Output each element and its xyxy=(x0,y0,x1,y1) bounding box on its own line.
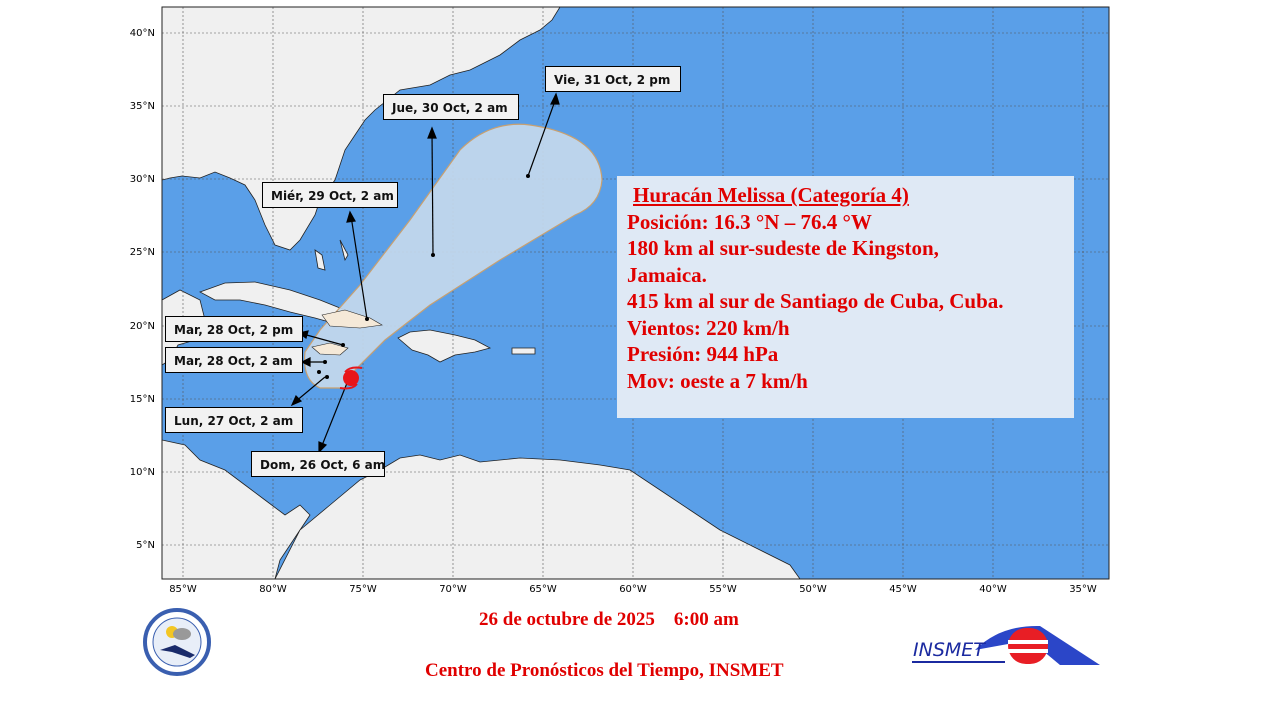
svg-text:60°W: 60°W xyxy=(619,584,647,595)
forecast-label-mar-28-am: Mar, 28 Oct, 2 am xyxy=(165,347,303,373)
forecast-label-dom-26: Dom, 26 Oct, 6 am xyxy=(251,451,385,477)
hurricane-icon xyxy=(339,366,363,390)
svg-text:15°N: 15°N xyxy=(130,394,155,405)
svg-text:35°W: 35°W xyxy=(1069,584,1097,595)
svg-text:INSMET: INSMET xyxy=(913,639,986,661)
forecast-label-jue-30: Jue, 30 Oct, 2 am xyxy=(383,94,519,120)
storm-movement: Mov: oeste a 7 km/h xyxy=(627,368,808,393)
forecast-date: 26 de octubre de 2025 6:00 am xyxy=(479,609,739,630)
storm-distance-santiago: 415 km al sur de Santiago de Cuba, Cuba. xyxy=(627,289,1004,313)
land-hispaniola-highlight xyxy=(321,309,383,329)
storm-info-box: Huracán Melissa (Categoría 4) Posición: … xyxy=(617,176,1074,418)
svg-text:5°N: 5°N xyxy=(136,540,155,551)
svg-text:85°W: 85°W xyxy=(169,584,197,595)
land-bahamas xyxy=(314,239,349,271)
land-south-america xyxy=(274,454,801,579)
track-arrows xyxy=(290,92,560,454)
map-frame xyxy=(161,6,1110,580)
forecast-label-vie-31: Vie, 31 Oct, 2 pm xyxy=(545,66,681,92)
forecast-center: Centro de Pronósticos del Tiempo, INSMET xyxy=(425,660,784,681)
svg-text:55°W: 55°W xyxy=(709,584,737,595)
svg-text:25°N: 25°N xyxy=(130,247,155,258)
forecast-label-mar-28-pm: Mar, 28 Oct, 2 pm xyxy=(165,316,303,342)
land-puerto-rico xyxy=(511,347,536,355)
svg-text:65°W: 65°W xyxy=(529,584,557,595)
svg-text:70°W: 70°W xyxy=(439,584,467,595)
forecast-label-mier-29: Miér, 29 Oct, 2 am xyxy=(262,182,398,208)
land-north-america xyxy=(162,7,561,251)
svg-text:75°W: 75°W xyxy=(349,584,377,595)
storm-distance-kingston: 180 km al sur-sudeste de Kingston, xyxy=(627,236,939,260)
svg-text:40°W: 40°W xyxy=(979,584,1007,595)
svg-text:35°N: 35°N xyxy=(130,101,155,112)
svg-text:50°W: 50°W xyxy=(799,584,827,595)
land-jamaica-highlight xyxy=(311,342,349,356)
latitude-labels: 40°N 35°N 30°N 25°N 20°N 15°N 10°N 5°N xyxy=(130,28,155,551)
land-hispaniola xyxy=(397,329,492,363)
svg-text:10°N: 10°N xyxy=(130,467,155,478)
storm-position: Posición: 16.3 °N – 76.4 °W xyxy=(627,209,872,234)
longitude-labels: 85°W 80°W 75°W 70°W 65°W 60°W 55°W 50°W … xyxy=(169,584,1097,595)
track-points xyxy=(317,174,530,379)
logo-centro-pronosticos xyxy=(143,608,211,676)
logo-insmet: INSMET xyxy=(910,621,1106,667)
forecast-cone xyxy=(303,123,603,389)
storm-title: Huracán Melissa (Categoría 4) xyxy=(633,183,909,207)
storm-winds: Vientos: 220 km/h xyxy=(627,315,790,340)
storm-pressure: Presión: 944 hPa xyxy=(627,342,779,366)
svg-text:45°W: 45°W xyxy=(889,584,917,595)
svg-text:80°W: 80°W xyxy=(259,584,287,595)
svg-text:20°N: 20°N xyxy=(130,321,155,332)
svg-text:40°N: 40°N xyxy=(130,28,155,39)
svg-text:30°N: 30°N xyxy=(130,174,155,185)
forecast-label-lun-27: Lun, 27 Oct, 2 am xyxy=(165,407,303,433)
storm-distance-kingston-cont: Jamaica. xyxy=(627,262,707,287)
